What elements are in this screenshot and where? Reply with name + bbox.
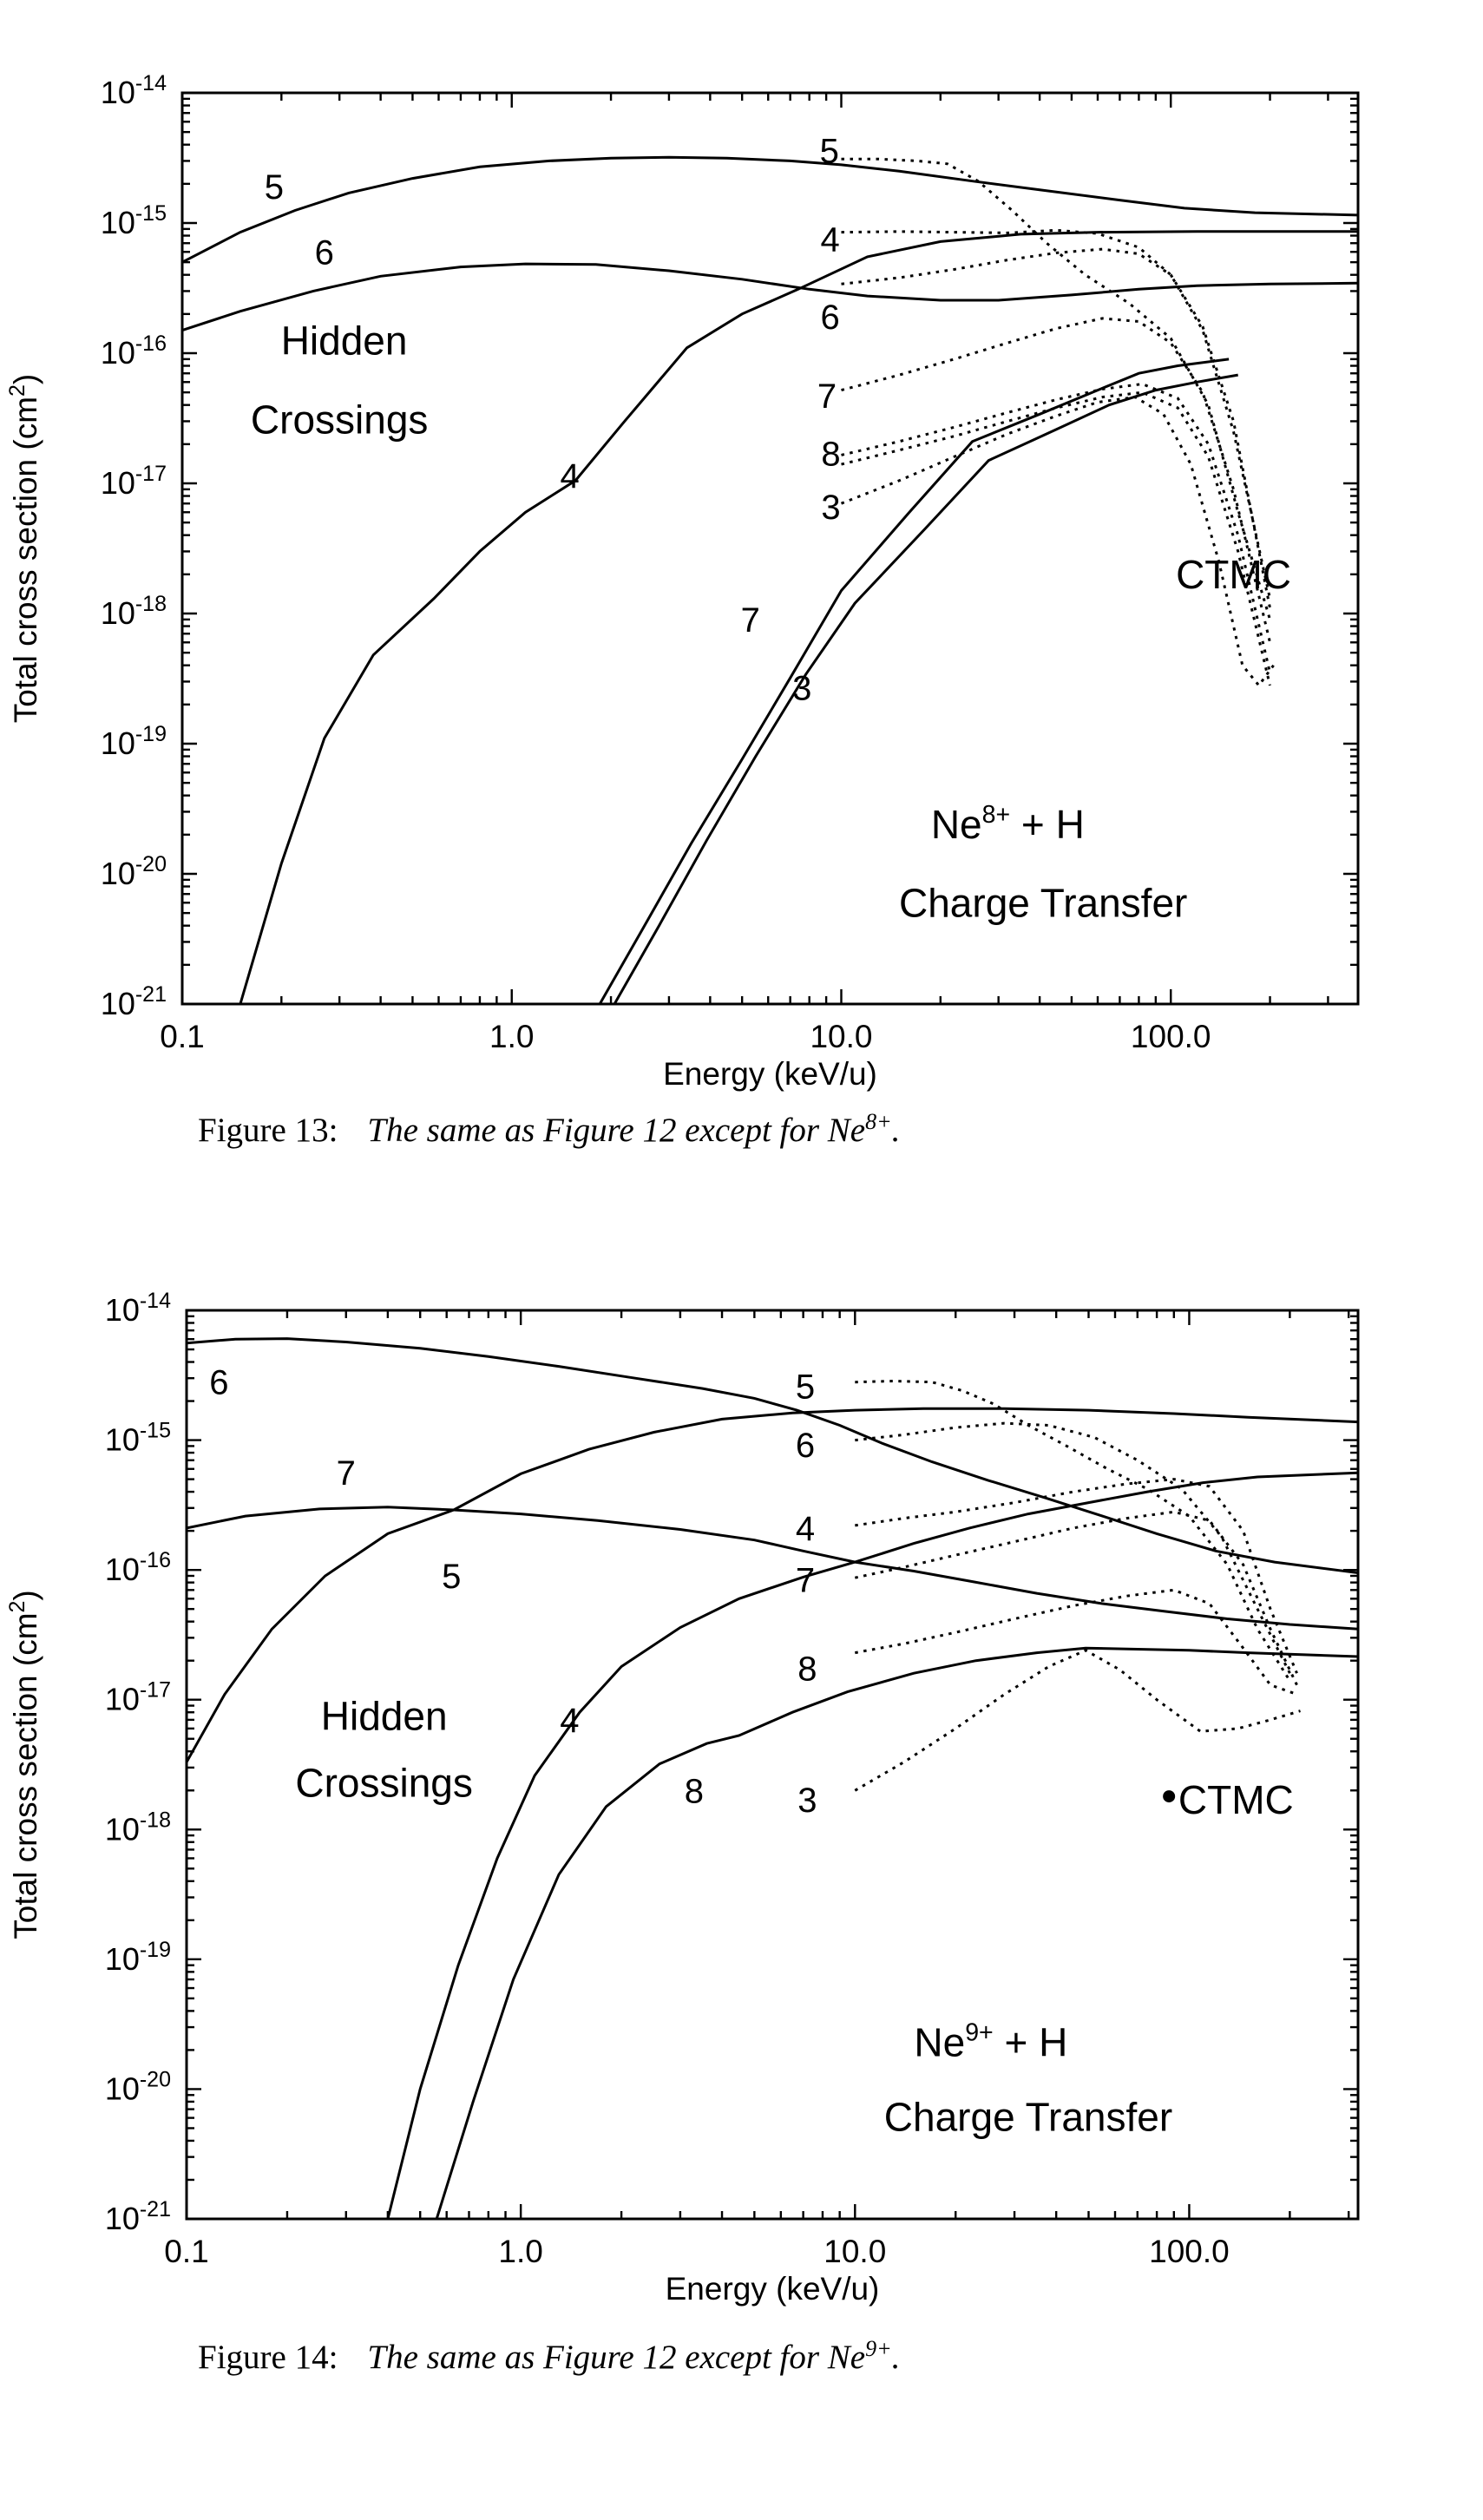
curve-ctmc-8	[855, 1588, 1298, 1696]
plot-label-reaction: Ne9+ + H	[914, 2018, 1067, 2064]
curve-hc-6	[187, 1337, 1358, 1574]
plot-label-crossings: Crossings	[295, 1760, 473, 1805]
curve-ctmc-8b	[841, 390, 1271, 686]
plot-label-6: 6	[796, 1427, 815, 1465]
y-axis-title: Total cross section (cm2)	[5, 374, 43, 724]
y-tick-label: 10-19	[101, 722, 167, 761]
plot-label-charge-transfer: Charge Transfer	[899, 880, 1187, 925]
plot-frame	[180, 91, 1360, 1006]
plot-label-charge-transfer: Charge Transfer	[884, 2095, 1172, 2140]
y-tick-label: 10-21	[105, 2197, 171, 2236]
figure-13-caption: Figure 13: The same as Figure 12 except f…	[198, 1109, 1413, 1150]
curve-hc-7	[598, 358, 1230, 1004]
plot-label-7: 7	[741, 601, 760, 640]
curve-ctmc-7	[841, 317, 1271, 643]
figure-14-caption-number: Figure 14:	[198, 2339, 338, 2376]
ne9-chart: 0.1 1.0 10.0 100.0 10-14 10-15 10-16 10-17 10-18…	[5, 1289, 1360, 2307]
x-tick-label: 1.0	[498, 2234, 542, 2269]
curve-hc-8	[435, 1646, 1358, 2219]
plot-label-8: 8	[685, 1772, 704, 1810]
curve-ctmc-7	[854, 1510, 1298, 1686]
y-tick-label: 10-16	[105, 1548, 171, 1587]
y-tick-label: 10-15	[101, 201, 167, 240]
x-tick-label: 1.0	[489, 1019, 534, 1054]
curve-hc-7	[187, 1506, 1358, 1631]
plot-label-6: 6	[209, 1364, 228, 1402]
plot-label-6: 6	[315, 233, 334, 272]
figure-14-caption-period: .	[891, 2339, 901, 2376]
plot-label-ctmc: CTMC	[1176, 552, 1291, 597]
y-tick-label: 10-21	[101, 982, 167, 1021]
plot-label-3: 3	[797, 1782, 817, 1820]
plot-label-5: 5	[265, 168, 284, 207]
y-tick-label: 10-18	[101, 592, 167, 631]
plot-label-3: 3	[792, 669, 811, 707]
y-tick-label: 10-20	[105, 2067, 171, 2106]
x-tick-label: 10.0	[810, 1019, 872, 1054]
figure-14-caption-text: The same as Figure 12 except for Ne	[367, 2339, 866, 2376]
plot-label-ctmc: CTMC	[1178, 1777, 1294, 1822]
plot-label-8: 8	[821, 435, 840, 473]
plot-label-7: 7	[817, 377, 837, 416]
curve-hc-5	[187, 1407, 1358, 1763]
plot-label-hidden: Hidden	[321, 1694, 448, 1739]
curve-hc-6	[182, 262, 1358, 332]
plot-label-4: 4	[796, 1510, 815, 1548]
y-tick-label: 10-17	[105, 1678, 171, 1717]
figure-13-caption-superscript: 8+	[865, 1109, 892, 1134]
x-tick-label: 0.1	[164, 2234, 208, 2269]
plot-label-4: 4	[560, 1702, 579, 1740]
plot-label-4: 4	[560, 457, 579, 495]
y-tick-label: 10-14	[101, 71, 167, 110]
y-tick-label: 10-17	[101, 462, 167, 501]
plot-label-crossings: Crossings	[251, 397, 429, 442]
curve-hc-4	[239, 230, 1358, 1004]
curve-ctmc-8a	[841, 382, 1271, 673]
y-tick-label: 10-19	[105, 1938, 171, 1977]
ink-dot	[1163, 1790, 1176, 1803]
figure-14-caption-superscript: 9+	[865, 2336, 892, 2361]
x-tick-label: 0.1	[160, 1019, 204, 1054]
figure-13-caption-number: Figure 13:	[198, 1112, 338, 1149]
x-tick-label: 100.0	[1149, 2234, 1230, 2269]
y-tick-label: 10-16	[101, 331, 167, 371]
curves	[182, 155, 1358, 1004]
plot-label-5: 5	[796, 1368, 815, 1407]
curve-hc-5	[182, 155, 1358, 264]
y-tick-label: 10-15	[105, 1419, 171, 1458]
plot-label-6: 6	[821, 299, 840, 337]
plot-label-8: 8	[797, 1650, 817, 1688]
figure-14-caption: Figure 14: The same as Figure 12 except f…	[198, 2336, 1413, 2377]
plot-label-5: 5	[820, 133, 839, 171]
curve-ctmc-6	[855, 1421, 1291, 1674]
plot-label-7: 7	[337, 1454, 356, 1493]
plot-label-4: 4	[821, 221, 840, 259]
plot-label-7: 7	[796, 1561, 815, 1599]
plot-label-reaction: Ne8+ + H	[931, 801, 1085, 847]
plot-label-5: 5	[442, 1558, 461, 1596]
figure-13-caption-text: The same as Figure 12 except for Ne	[367, 1112, 866, 1149]
x-axis-title: Energy (keV/u)	[663, 1056, 877, 1092]
plot-frame	[185, 1309, 1360, 2221]
curve-ctmc-3	[840, 396, 1275, 688]
curve-hc-4	[386, 1471, 1358, 2219]
curve-ctmc-5	[855, 1379, 1291, 1682]
axis-ticks	[180, 91, 1358, 1006]
y-tick-label: 10-20	[101, 852, 167, 891]
axis-ticks	[185, 1309, 1358, 2221]
figure-13-caption-period: .	[891, 1112, 901, 1149]
ne8-chart: 0.1 1.0 10.0 100.0 10-14 10-15 10-16 10-17 10-18…	[5, 71, 1360, 1092]
y-axis-title: Total cross section (cm2)	[5, 1590, 43, 1939]
curves	[187, 1337, 1358, 2219]
curve-hc-3	[613, 373, 1238, 1004]
x-tick-label: 100.0	[1131, 1019, 1211, 1054]
x-tick-label: 10.0	[824, 2234, 886, 2269]
plot-label-hidden: Hidden	[281, 318, 408, 364]
y-tick-label: 10-14	[105, 1289, 171, 1328]
x-axis-title: Energy (keV/u)	[666, 2271, 880, 2307]
y-tick-label: 10-18	[105, 1808, 171, 1847]
plot-label-3: 3	[821, 489, 840, 527]
